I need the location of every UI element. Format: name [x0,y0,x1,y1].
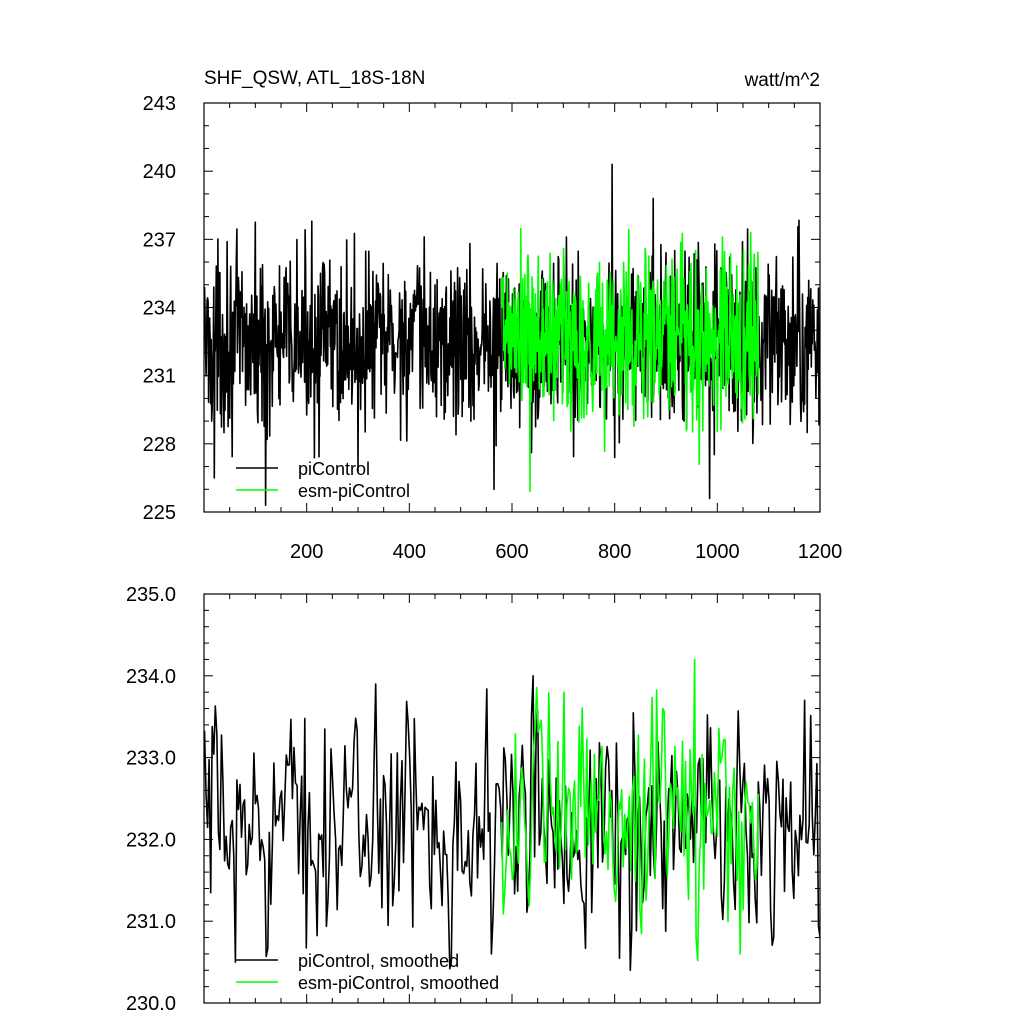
bottom-y-tick-label: 235.0 [126,584,176,606]
bottom-series-line-1 [204,675,820,972]
top-legend-label-2: esm-piControl [298,481,410,501]
top-x-tick-label: 1200 [798,541,843,563]
bottom-y-tick-label: 232.0 [126,829,176,851]
top-y-tick-label: 231 [143,366,176,388]
top-chart-panel: 200 400 600 800 1000 1200 225 228 231 234 237 240 24… [143,93,843,563]
top-chart-units: watt/m^2 [744,70,820,91]
bottom-y-tick-label: 233.0 [126,748,176,770]
top-chart-title: SHF_QSW, ATL_18S-18N [204,68,425,89]
top-y-tick-label: 240 [143,161,176,183]
top-y-tick-label: 234 [143,298,176,320]
bottom-legend-label-1: piControl, smoothed [298,951,459,971]
top-x-tick-label: 800 [598,541,631,563]
bottom-chart-panel: 230.0 231.0 232.0 233.0 234.0 235.0 piControl,… [126,584,821,1015]
top-y-tick-label: 228 [143,434,176,456]
top-series-line-2 [500,227,760,493]
bottom-legend-label-2: esm-piControl, smoothed [298,973,499,993]
bottom-y-tick-label: 230.0 [126,993,176,1015]
bottom-series-line-2 [500,658,760,962]
top-legend-label-1: piControl [298,459,370,479]
top-x-tick-label: 1000 [695,541,740,563]
top-y-tick-label: 225 [143,502,176,524]
top-x-tick-label: 400 [393,541,426,563]
top-y-tick-label: 243 [143,93,176,115]
bottom-y-tick-label: 234.0 [126,666,176,688]
top-y-tick-label: 237 [143,229,176,251]
top-x-tick-label: 200 [290,541,323,563]
bottom-plot-frame [203,593,821,1004]
bottom-y-tick-label: 231.0 [126,911,176,933]
top-x-tick-label: 600 [495,541,528,563]
